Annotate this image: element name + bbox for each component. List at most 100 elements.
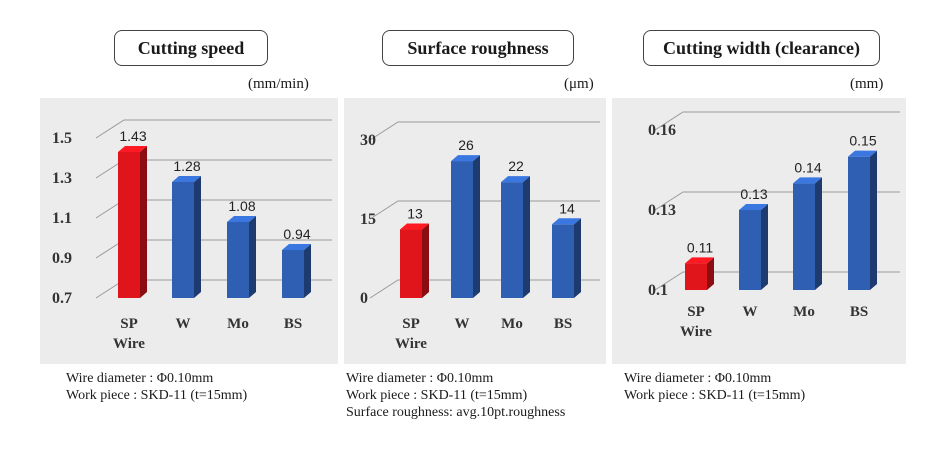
category-label: W [176,316,191,332]
bar-front [739,210,761,290]
unit-label-cutting-width: (mm) [850,76,884,92]
y-tick-label: 0 [360,290,368,307]
bar-top [118,146,147,152]
data-label: 22 [508,158,524,174]
bar-side [761,204,768,290]
gridline [654,191,900,211]
category-label: Mo [227,316,249,332]
data-label: 0.14 [794,159,821,175]
data-label: 1.43 [119,128,146,144]
category-label: W [743,304,758,320]
bar-side [870,150,877,290]
category-label: Mo [501,316,523,332]
note-line: Surface roughness: avg.10pt.roughness [346,405,566,420]
data-label: 13 [407,206,423,222]
bar-chart-cutting-speed: 1.5 1.3 1.1 0.9 0.7 1.43 SP Wire 1.28 W 1.08 Mo 0.94… [52,119,332,352]
notes-cutting-width: Wire diameter : Φ0.10mm Work piece : SKD… [624,370,805,404]
bar-side [815,177,822,290]
y-tick-label: 0.16 [648,122,676,139]
y-tick-label: 0.13 [648,202,676,219]
bar [400,223,429,298]
bar-side [707,257,714,290]
note-line: Work piece : SKD-11 (t=15mm) [66,388,248,403]
data-label: 1.28 [173,158,200,174]
category-label: SP [120,316,138,332]
gridline [654,271,900,291]
data-label: 26 [458,137,474,153]
bar-side [422,223,429,298]
notes-cutting-speed: Wire diameter : Φ0.10mm Work piece : SKD… [66,370,247,404]
data-label: 1.08 [228,198,255,214]
bar-side [249,216,256,298]
y-tick-label: 1.3 [52,170,72,187]
bar-top [172,176,201,182]
category-label: SP [402,316,420,332]
bar-front [282,250,304,298]
y-tick-label: 30 [360,132,376,149]
category-label: BS [284,316,302,332]
bar-front [118,152,140,298]
bar-side [140,146,147,298]
data-label: 14 [559,200,575,216]
bar-front [227,222,249,298]
bar-side [194,176,201,298]
note-line: Work piece : SKD-11 (t=15mm) [624,388,806,403]
bar [552,218,581,298]
bar [793,177,822,290]
bar-front [400,229,422,298]
bar-front [451,161,473,298]
bar-front [552,224,574,298]
category-label: W [455,316,470,332]
y-tick-label: 15 [360,211,376,228]
gridline [369,279,600,299]
data-label: 0.15 [849,133,876,149]
bar-side [574,218,581,298]
chart-title-cutting-width: Cutting width (clearance) [643,30,880,66]
gridline [369,121,600,141]
y-tick-label: 1.1 [52,210,72,227]
bar-chart-cutting-width: 0.16 0.13 0.1 0.11 SP Wire 0.13 W 0.14 Mo 0.15 BS [648,111,900,340]
bar-front [685,263,707,290]
y-tick-label: 0.1 [648,282,668,299]
note-line: Wire diameter : Φ0.10mm [624,371,772,386]
unit-label-cutting-speed: (mm/min) [248,76,309,92]
data-label: 0.13 [740,186,767,202]
notes-surface-roughness: Wire diameter : Φ0.10mm Work piece : SKD… [346,370,565,421]
y-tick-label: 0.9 [52,250,72,267]
category-label: BS [850,304,868,320]
bar [451,155,480,298]
category-label: BS [554,316,572,332]
bar-top [451,155,480,162]
bar [739,204,768,290]
category-label: Wire [395,336,427,352]
gridline [654,111,900,131]
bar-top [552,218,581,225]
category-label: Wire [113,336,145,352]
bar-top [227,216,256,222]
data-label: 0.94 [283,226,310,242]
bar-top [793,177,822,184]
gridline [95,119,332,139]
gridline [369,200,600,220]
chart-title-cutting-speed: Cutting speed [114,30,268,66]
bar [172,176,201,298]
bar-top [282,244,311,250]
bar-chart-surface-roughness: 30 15 0 13 SP Wire 26 W 22 Mo 14 BS [360,121,600,352]
bar-top [685,257,714,264]
bar [282,244,311,298]
bar-side [304,244,311,298]
note-line: Wire diameter : Φ0.10mm [66,371,214,386]
bar-front [172,182,194,298]
y-tick-label: 1.5 [52,130,72,147]
bar-front [501,182,523,298]
data-label: 0.11 [687,239,713,255]
y-tick-label: 0.7 [52,290,72,307]
bar-side [523,176,530,298]
bar [118,146,147,298]
category-label: SP [687,304,705,320]
bar-top [848,150,877,157]
bar-top [501,176,530,183]
note-line: Work piece : SKD-11 (t=15mm) [346,388,528,403]
chart-title-surface-roughness: Surface roughness [382,30,574,66]
bar-top [739,204,768,210]
